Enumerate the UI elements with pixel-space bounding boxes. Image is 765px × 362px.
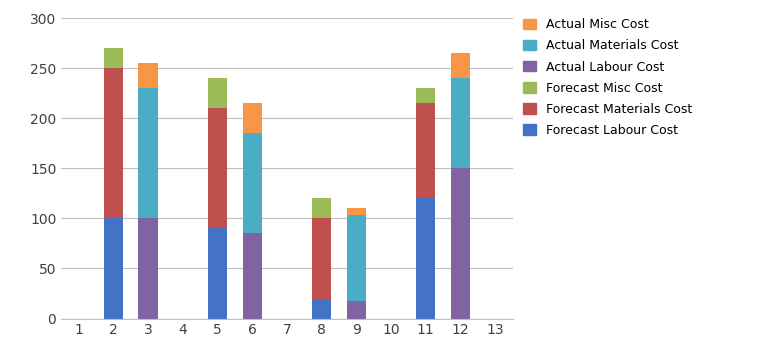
Bar xyxy=(104,68,123,218)
Bar xyxy=(243,103,262,133)
Bar xyxy=(451,53,470,78)
Bar xyxy=(347,300,366,319)
Bar xyxy=(243,233,262,319)
Bar xyxy=(347,209,366,215)
Bar xyxy=(208,78,227,108)
Bar xyxy=(312,299,331,319)
Bar xyxy=(208,228,227,319)
Bar xyxy=(138,63,158,88)
Bar xyxy=(104,48,123,68)
Legend: Actual Misc Cost, Actual Materials Cost, Actual Labour Cost, Forecast Misc Cost,: Actual Misc Cost, Actual Materials Cost,… xyxy=(523,18,692,137)
Bar xyxy=(416,103,435,198)
Bar xyxy=(451,168,470,319)
Bar xyxy=(416,198,435,319)
Bar xyxy=(138,218,158,319)
Bar xyxy=(451,78,470,168)
Bar xyxy=(208,108,227,228)
Bar xyxy=(138,88,158,218)
Bar xyxy=(347,215,366,300)
Bar xyxy=(312,198,331,218)
Bar xyxy=(243,133,262,233)
Bar xyxy=(312,218,331,299)
Bar xyxy=(104,218,123,319)
Bar xyxy=(416,88,435,103)
